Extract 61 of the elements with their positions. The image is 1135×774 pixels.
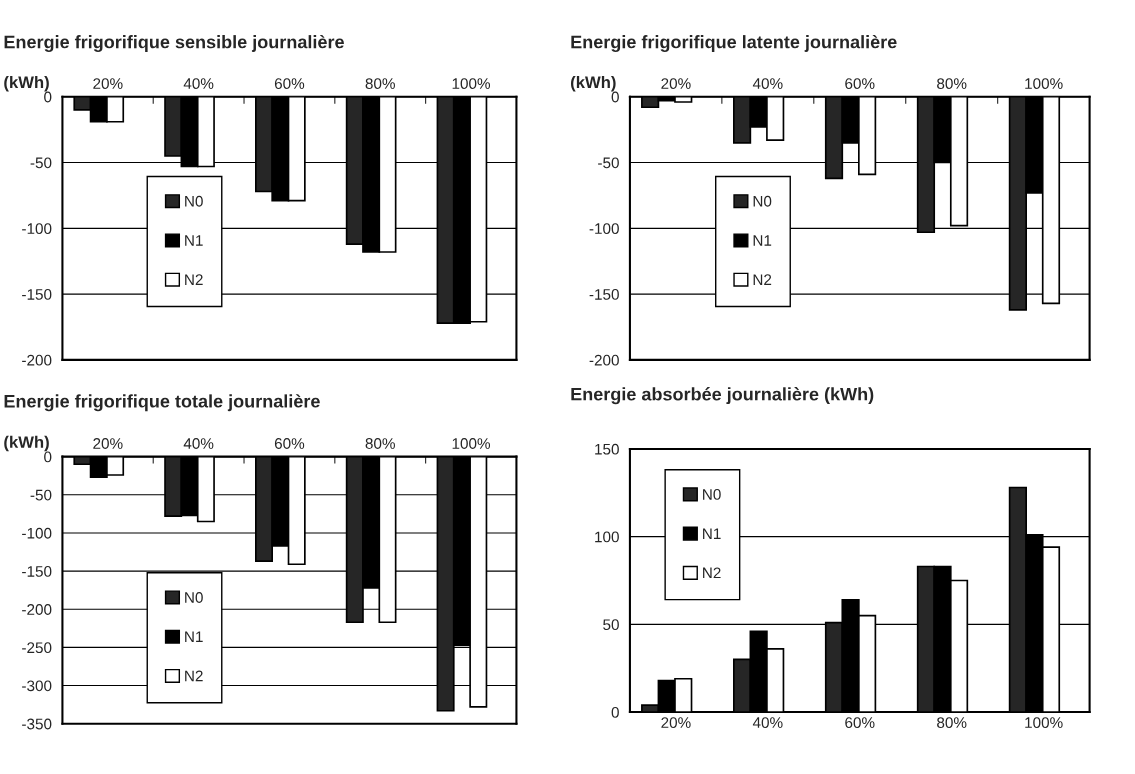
- y-tick-label: -200: [589, 354, 619, 366]
- y-axis-title: (kWh): [4, 435, 49, 452]
- y-tick-label: -200: [22, 604, 52, 615]
- chart-title: Energie frigorifique sensible journalière: [4, 34, 344, 53]
- x-tick-label: 20%: [93, 438, 123, 449]
- y-tick-label: -100: [589, 223, 619, 235]
- y-tick-label: -300: [22, 680, 52, 692]
- legend-label: N2: [185, 274, 203, 285]
- legend-label: N2: [753, 274, 772, 285]
- y-tick-label: -100: [22, 527, 52, 539]
- y-tick-label: 0: [44, 451, 52, 463]
- legend-label: N0: [185, 195, 203, 207]
- y-tick-label: 0: [44, 91, 52, 103]
- y-tick-label: 0: [611, 91, 619, 103]
- y-tick-label: -250: [22, 642, 52, 654]
- legend-label: N0: [185, 592, 203, 603]
- legend-label: N2: [703, 567, 721, 579]
- y-tick-label: -100: [22, 223, 52, 235]
- y-axis-title: (kWh): [4, 75, 49, 92]
- y-tick-label: 150: [595, 443, 619, 455]
- x-tick-label: 20%: [661, 717, 691, 729]
- legend-label: N1: [185, 235, 203, 246]
- y-tick-label: -150: [22, 565, 52, 577]
- x-tick-label: 40%: [183, 78, 214, 90]
- x-tick-label: 60%: [845, 717, 875, 729]
- x-tick-label: 100%: [1025, 717, 1063, 729]
- legend-label: N0: [753, 195, 772, 207]
- x-tick-label: 80%: [937, 717, 967, 729]
- y-tick-label: -200: [22, 354, 52, 366]
- y-tick-label: 100: [595, 531, 619, 543]
- y-tick-label: -50: [30, 157, 52, 169]
- y-tick-label: 50: [603, 619, 619, 631]
- y-tick-label: -50: [30, 489, 52, 501]
- y-axis-title: (kWh): [571, 75, 616, 92]
- y-tick-label: -350: [22, 718, 52, 730]
- legend-label: N0: [703, 488, 721, 500]
- x-tick-label: 100%: [452, 78, 491, 90]
- y-tick-label: 0: [611, 706, 619, 718]
- y-tick-label: -150: [589, 288, 619, 300]
- x-tick-label: 100%: [452, 438, 491, 449]
- x-tick-label: 60%: [274, 78, 305, 90]
- x-tick-label: 20%: [93, 78, 123, 90]
- x-tick-label: 80%: [365, 78, 395, 90]
- x-tick-label: 80%: [365, 438, 395, 449]
- y-tick-label: -50: [598, 157, 619, 169]
- chart-title: Energie frigorifique totale journalière: [4, 394, 320, 412]
- x-tick-label: 100%: [1025, 78, 1063, 90]
- chart-title: Energie frigorifique latente journalière: [571, 34, 897, 53]
- legend-label: N2: [185, 670, 203, 682]
- legend-label: N1: [753, 235, 772, 246]
- legend-label: N1: [703, 528, 721, 539]
- y-tick-label: -150: [22, 288, 52, 300]
- legend-label: N1: [185, 631, 203, 642]
- x-tick-label: 40%: [752, 78, 783, 90]
- x-tick-label: 60%: [274, 438, 305, 449]
- x-tick-label: 60%: [845, 78, 875, 90]
- x-tick-label: 20%: [661, 78, 691, 90]
- x-tick-label: 40%: [752, 717, 783, 729]
- x-tick-label: 40%: [183, 438, 214, 449]
- chart-title: Energie absorbée journalière (kWh): [571, 387, 874, 405]
- x-tick-label: 80%: [937, 78, 967, 90]
